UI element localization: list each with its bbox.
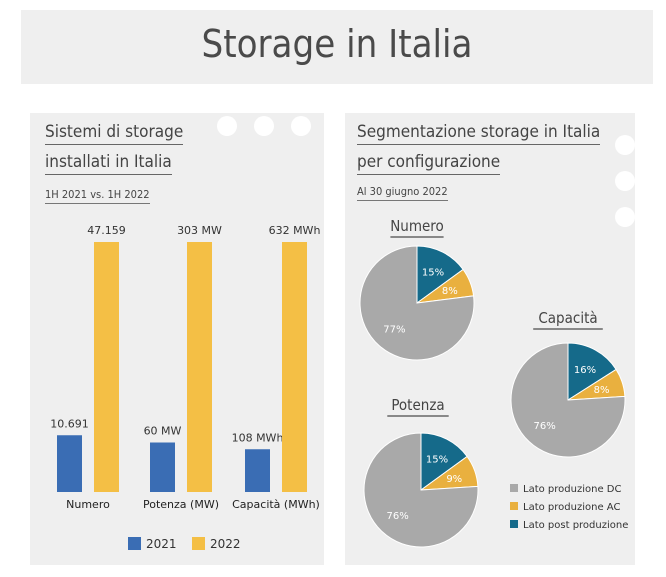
pie-legend-label: Lato produzione AC bbox=[523, 502, 620, 513]
legend-label-2022: 2022 bbox=[210, 537, 241, 551]
pie-slice bbox=[567, 342, 617, 401]
bar-value-label: 47.159 bbox=[87, 224, 126, 237]
bar-value-label: 10.691 bbox=[50, 417, 89, 430]
pie-slice-label: 16% bbox=[574, 365, 596, 376]
page-title: Storage in Italia bbox=[201, 22, 473, 66]
pie-slice-label: 15% bbox=[426, 455, 448, 466]
bar-value-label: 60 MW bbox=[144, 425, 182, 438]
panel-hole-decoration bbox=[615, 171, 635, 191]
legend-swatch-2021 bbox=[128, 537, 141, 550]
panel-hole-decoration bbox=[615, 207, 635, 227]
pie-panel-subtitle: Al 30 giugno 2022 bbox=[357, 185, 448, 201]
pie-legend-swatch bbox=[510, 520, 518, 528]
x-tick-label: Numero bbox=[66, 498, 110, 511]
bar-panel-title-line2: installati in Italia bbox=[45, 152, 172, 175]
title-banner: Storage in Italia bbox=[21, 10, 653, 84]
panel-hole-decoration bbox=[291, 116, 311, 136]
pie-slice-label: 8% bbox=[442, 286, 458, 297]
pie-legend-label: Lato post produzione bbox=[523, 520, 628, 531]
bar-panel-title-line1: Sistemi di storage bbox=[45, 122, 184, 145]
panel-hole-decoration bbox=[615, 135, 635, 155]
pie-legend-swatch bbox=[510, 484, 518, 492]
pie-panel-title-line2: per configurazione bbox=[357, 152, 501, 175]
bar-panel-subtitle: 1H 2021 vs. 1H 2022 bbox=[45, 188, 150, 204]
bar-2021-2 bbox=[245, 449, 270, 492]
pie-legend-label: Lato produzione DC bbox=[523, 484, 621, 495]
panel-hole-decoration bbox=[217, 116, 237, 136]
pie-panel-title-line1: Segmentazione storage in Italia bbox=[357, 122, 601, 145]
legend-swatch-2022 bbox=[192, 537, 205, 550]
pie-slice-label: 8% bbox=[594, 385, 610, 396]
pie-slice bbox=[363, 432, 479, 548]
pie-title: Capacità bbox=[538, 309, 597, 327]
pie-title: Numero bbox=[390, 217, 444, 235]
bar-2022-2 bbox=[282, 242, 307, 492]
pie-slice bbox=[416, 245, 464, 304]
panel-hole-decoration bbox=[254, 116, 274, 136]
bar-value-label: 303 MW bbox=[177, 224, 222, 237]
bar-value-label: 108 MWh bbox=[232, 431, 284, 444]
bar-2022-1 bbox=[187, 242, 212, 492]
pie-slice-label: 76% bbox=[533, 421, 555, 432]
pie-slice-label: 77% bbox=[383, 325, 405, 336]
pie-slice-label: 15% bbox=[422, 268, 444, 279]
pie-slice-label: 9% bbox=[446, 474, 462, 485]
legend-label-2021: 2021 bbox=[146, 537, 177, 551]
pie-slice-label: 76% bbox=[386, 511, 408, 522]
pie-slice bbox=[359, 245, 475, 361]
bar-2021-1 bbox=[150, 442, 175, 492]
pie-legend-swatch bbox=[510, 502, 518, 510]
bar-value-label: 632 MWh bbox=[269, 224, 321, 237]
pie-slice bbox=[510, 342, 626, 458]
bar-2022-0 bbox=[94, 242, 119, 492]
x-tick-label: Potenza (MW) bbox=[143, 498, 219, 511]
bar-2021-0 bbox=[57, 435, 82, 492]
pie-slice bbox=[420, 432, 468, 491]
pie-title: Potenza bbox=[391, 396, 444, 414]
x-tick-label: Capacità (MWh) bbox=[232, 498, 320, 511]
